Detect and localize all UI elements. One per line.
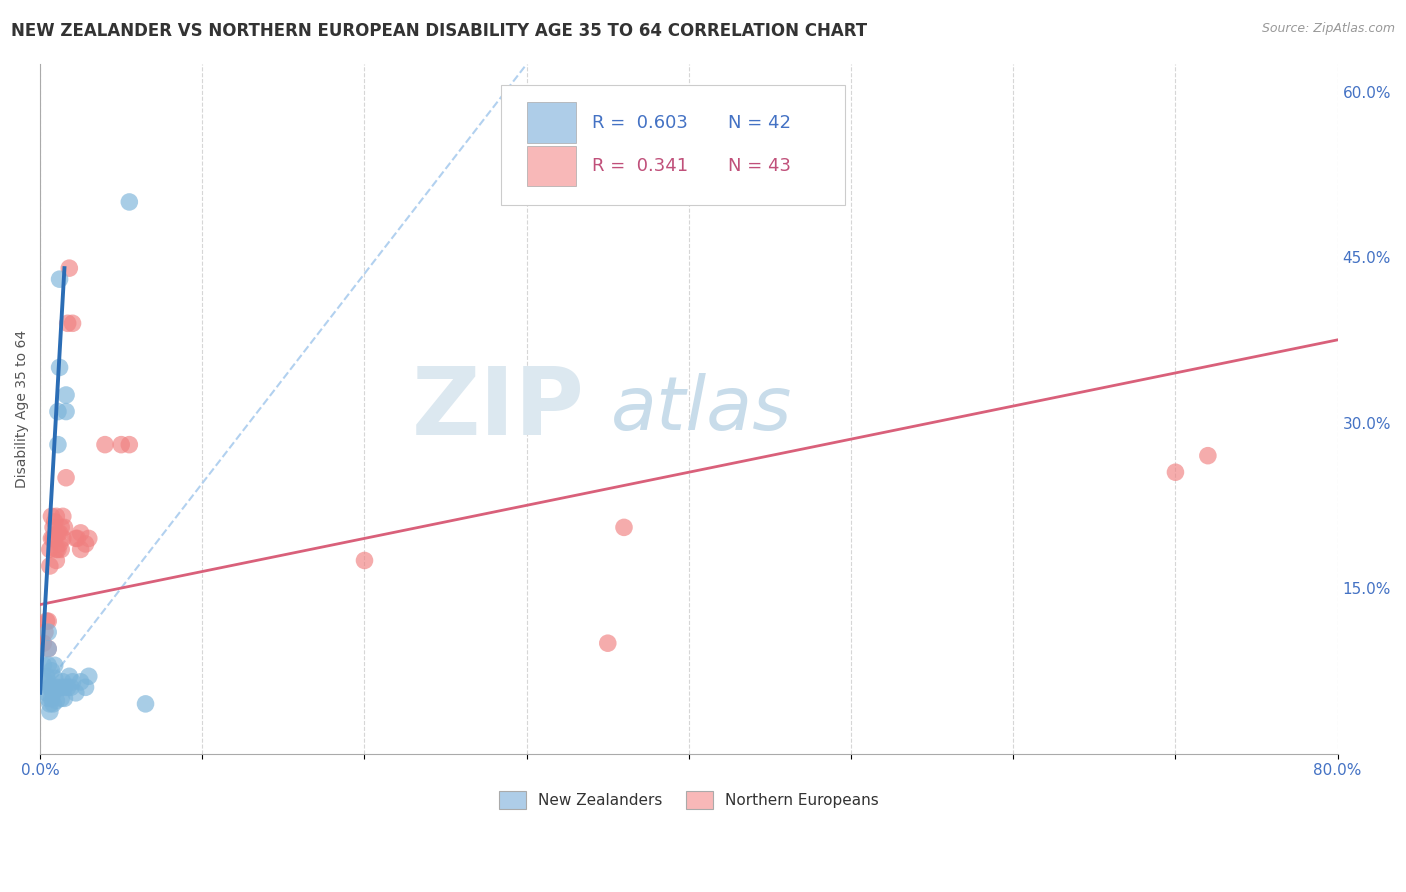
Point: [52, 509, 75, 524]
Point: [52, 532, 75, 546]
Point: [45, 553, 67, 567]
Point: [37, 614, 59, 628]
Point: [69, 674, 91, 689]
Point: [118, 437, 141, 451]
Point: [62, 316, 84, 330]
Y-axis label: Disability Age 35 to 64: Disability Age 35 to 64: [15, 330, 30, 488]
Point: [46, 404, 69, 418]
Point: [41, 532, 63, 546]
Point: [37, 658, 59, 673]
Point: [41, 664, 63, 678]
Point: [41, 691, 63, 706]
Text: NEW ZEALANDER VS NORTHERN EUROPEAN DISABILITY AGE 35 TO 64 CORRELATION CHART: NEW ZEALANDER VS NORTHERN EUROPEAN DISAB…: [11, 22, 868, 40]
Point: [41, 681, 63, 695]
Point: [75, 681, 97, 695]
Point: [45, 693, 67, 707]
Point: [613, 520, 636, 534]
Point: [42, 697, 65, 711]
Point: [77, 532, 100, 546]
Point: [44, 672, 66, 686]
Point: [42, 520, 65, 534]
Point: [37, 625, 59, 640]
Text: R =  0.603: R = 0.603: [592, 113, 688, 132]
Point: [58, 669, 80, 683]
Point: [51, 681, 73, 695]
Point: [58, 261, 80, 276]
Text: atlas: atlas: [612, 373, 793, 445]
Point: [46, 525, 69, 540]
Point: [51, 542, 73, 557]
Point: [1164, 465, 1187, 479]
Point: [37, 641, 59, 656]
Point: [38, 542, 60, 557]
Text: ZIP: ZIP: [412, 363, 585, 455]
Point: [32, 636, 55, 650]
Point: [353, 553, 375, 567]
Point: [94, 437, 117, 451]
Point: [66, 532, 89, 546]
Point: [42, 686, 65, 700]
Point: [110, 437, 132, 451]
Legend: New Zealanders, Northern Europeans: New Zealanders, Northern Europeans: [492, 785, 886, 814]
Point: [118, 194, 141, 209]
Point: [37, 674, 59, 689]
Point: [46, 542, 69, 557]
Point: [41, 509, 63, 524]
Text: N = 43: N = 43: [728, 157, 790, 175]
Point: [45, 509, 67, 524]
Point: [53, 520, 76, 534]
Point: [596, 636, 619, 650]
Point: [35, 686, 58, 700]
Point: [44, 532, 66, 546]
Point: [48, 272, 70, 286]
Point: [45, 542, 67, 557]
Point: [69, 525, 91, 540]
FancyBboxPatch shape: [527, 103, 576, 143]
Point: [65, 686, 87, 700]
Point: [34, 674, 56, 689]
Point: [55, 388, 77, 402]
Point: [56, 316, 79, 330]
Point: [62, 674, 84, 689]
Point: [32, 658, 55, 673]
Text: R =  0.341: R = 0.341: [592, 157, 688, 175]
Point: [38, 705, 60, 719]
FancyBboxPatch shape: [501, 85, 845, 205]
Point: [48, 360, 70, 375]
Point: [53, 681, 76, 695]
Point: [34, 625, 56, 640]
Point: [44, 515, 66, 529]
Point: [45, 681, 67, 695]
Point: [35, 669, 58, 683]
Point: [56, 681, 79, 695]
Point: [1197, 449, 1219, 463]
Point: [37, 641, 59, 656]
Point: [59, 681, 82, 695]
Point: [55, 471, 77, 485]
FancyBboxPatch shape: [527, 145, 576, 186]
Point: [65, 532, 87, 546]
Point: [135, 697, 157, 711]
Point: [51, 520, 73, 534]
Point: [48, 537, 70, 551]
Point: [35, 614, 58, 628]
Text: Source: ZipAtlas.com: Source: ZipAtlas.com: [1261, 22, 1395, 36]
Point: [42, 532, 65, 546]
Point: [44, 658, 66, 673]
Point: [52, 674, 75, 689]
Point: [38, 681, 60, 695]
Point: [38, 697, 60, 711]
Point: [55, 404, 77, 418]
Point: [37, 691, 59, 706]
Text: N = 42: N = 42: [728, 113, 790, 132]
Point: [51, 691, 73, 706]
Point: [69, 542, 91, 557]
Point: [75, 537, 97, 551]
Point: [46, 437, 69, 451]
Point: [77, 669, 100, 683]
Point: [48, 525, 70, 540]
Point: [53, 691, 76, 706]
Point: [38, 559, 60, 574]
